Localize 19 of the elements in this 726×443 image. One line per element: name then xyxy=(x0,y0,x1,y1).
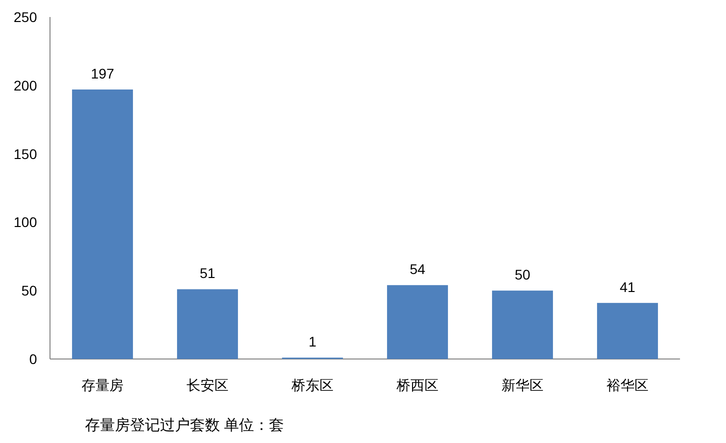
text: 存量房登记过户套数 单位：套 xyxy=(85,417,284,434)
y-tick-label: 100 xyxy=(14,214,38,230)
data-label: 54 xyxy=(410,261,426,278)
data-label: 51 xyxy=(200,265,216,282)
y-tick-label: 200 xyxy=(14,77,38,94)
y-tick-label: 0 xyxy=(29,351,38,367)
x-tick-label: 存量房 xyxy=(82,377,124,393)
x-tick-label: 桥东区 xyxy=(290,377,334,393)
x-tick-label: 新华区 xyxy=(502,377,544,393)
data-label: 1 xyxy=(308,334,317,350)
y-tick-label: 50 xyxy=(21,282,38,299)
x-tick-label: 长安区 xyxy=(186,377,228,393)
x-tick-label: 裕华区 xyxy=(606,377,648,393)
y-tick-label: 150 xyxy=(14,146,38,162)
x-tick-label: 桥西区 xyxy=(396,377,438,393)
data-label: 41 xyxy=(620,278,636,295)
data-label: 197 xyxy=(90,66,114,82)
data-label: 50 xyxy=(514,266,530,283)
y-tick-label: 250 xyxy=(14,9,38,25)
